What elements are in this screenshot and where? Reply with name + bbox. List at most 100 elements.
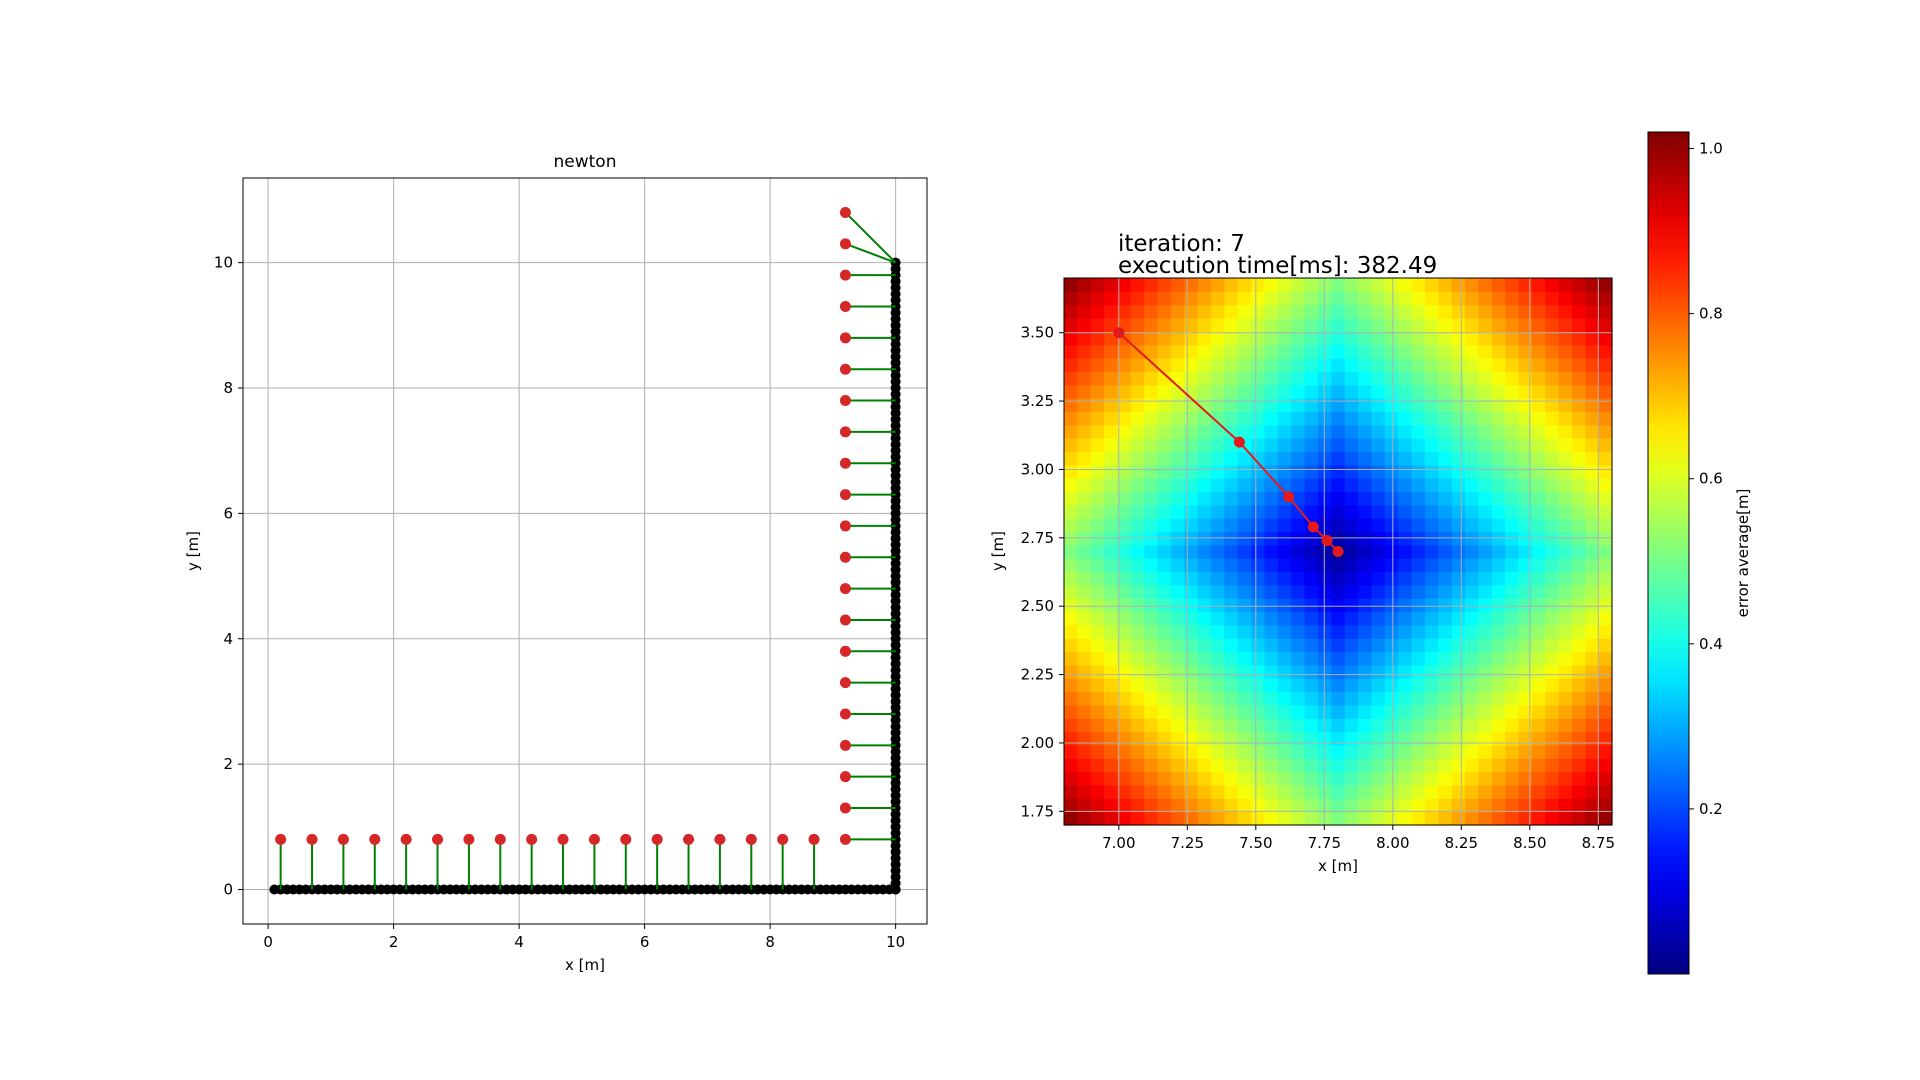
heatmap-cell: [1531, 331, 1546, 346]
heatmap-cell: [1571, 784, 1586, 799]
heatmap-cell: [1598, 384, 1613, 399]
heatmap-cell: [1064, 291, 1078, 306]
heatmap-cell: [1064, 358, 1078, 372]
heatmap-cell: [1251, 478, 1266, 493]
heatmap-cell: [1384, 531, 1399, 546]
heatmap-cell: [1451, 798, 1466, 813]
heatmap-cell: [1077, 398, 1092, 413]
heatmap-cell: [1104, 691, 1119, 706]
heatmap-cell: [1211, 478, 1225, 493]
heatmap-cell: [1571, 278, 1586, 292]
heatmap-cell: [1478, 358, 1493, 372]
heatmap-cell: [1224, 544, 1239, 559]
heatmap-cell: [1064, 638, 1078, 653]
heatmap-cell: [1411, 758, 1426, 773]
heatmap-cell: [1558, 438, 1573, 453]
heatmap-cell: [1478, 398, 1493, 413]
heatmap-cell: [1491, 531, 1506, 546]
heatmap-cell: [1264, 291, 1279, 306]
heatmap-cell: [1224, 478, 1239, 493]
heatmap-cell: [1491, 638, 1506, 653]
heatmap-cell: [1291, 478, 1306, 493]
heatmap-cell: [1157, 344, 1172, 359]
heatmap-cell: [1304, 784, 1319, 799]
heatmap-cell: [1478, 491, 1493, 506]
right-ylabel: y [m]: [989, 531, 1007, 571]
heatmap-cell: [1518, 584, 1533, 599]
heatmap-cell: [1317, 438, 1332, 453]
heatmap-cell: [1104, 718, 1119, 733]
heatmap-cell: [1291, 624, 1306, 639]
heatmap-cell: [1558, 384, 1573, 399]
heatmap-cell: [1077, 758, 1092, 773]
scan-point: [337, 833, 349, 845]
heatmap-cell: [1424, 571, 1439, 586]
heatmap-cell: [1144, 664, 1159, 679]
heatmap-cell: [1264, 811, 1279, 826]
heatmap-cell: [1090, 664, 1105, 679]
heatmap-cell: [1144, 704, 1159, 719]
heatmap-cell: [1438, 598, 1453, 613]
heatmap-cell: [1491, 384, 1506, 399]
heatmap-cell: [1104, 424, 1119, 439]
heatmap-cell: [1264, 318, 1279, 332]
heatmap-cell: [1531, 784, 1546, 799]
scan-point: [839, 583, 851, 595]
heatmap-cell: [1464, 758, 1479, 773]
heatmap-cell: [1224, 491, 1239, 506]
heatmap-cell: [1491, 598, 1506, 613]
heatmap-cell: [1424, 371, 1439, 386]
heatmap-cell: [1170, 638, 1185, 653]
heatmap-cell: [1331, 411, 1346, 426]
heatmap-cell: [1277, 438, 1292, 453]
heatmap-cell: [1464, 371, 1479, 386]
heatmap-cell: [1237, 544, 1252, 559]
heatmap-cell: [1424, 531, 1439, 546]
heatmap-cell: [1518, 558, 1533, 573]
heatmap-cell: [1157, 491, 1172, 506]
heatmap-cell: [1170, 518, 1185, 533]
heatmap-cell: [1424, 451, 1439, 466]
heatmap-cell: [1170, 758, 1185, 773]
left-ytick-label: 10: [214, 254, 233, 272]
heatmap-cell: [1585, 598, 1600, 613]
heatmap-cell: [1371, 518, 1386, 533]
heatmap-cell: [1184, 411, 1199, 426]
heatmap-cell: [1104, 344, 1119, 359]
heatmap-cell: [1451, 358, 1466, 372]
heatmap-cell: [1358, 678, 1373, 693]
heatmap-cell: [1518, 811, 1533, 826]
heatmap-cell: [1211, 464, 1225, 479]
heatmap-cell: [1398, 291, 1413, 306]
heatmap-cell: [1411, 358, 1426, 372]
heatmap-cell: [1157, 304, 1172, 319]
heatmap-cell: [1424, 718, 1439, 733]
heatmap-cell: [1317, 638, 1332, 653]
heatmap-cell: [1277, 744, 1292, 759]
heatmap-cell: [1505, 691, 1520, 706]
heatmap-cell: [1090, 531, 1105, 546]
trajectory-point: [1332, 546, 1344, 557]
heatmap-cell: [1117, 371, 1132, 386]
heatmap-cell: [1531, 798, 1546, 813]
heatmap-cell: [1064, 731, 1078, 746]
heatmap-cell: [1170, 451, 1185, 466]
heatmap-cell: [1264, 611, 1279, 626]
heatmap-cell: [1518, 691, 1533, 706]
heatmap-cell: [1170, 664, 1185, 679]
heatmap-cell: [1358, 611, 1373, 626]
heatmap-cell: [1558, 598, 1573, 613]
heatmap-cell: [1598, 464, 1613, 479]
heatmap-cell: [1331, 438, 1346, 453]
heatmap-cell: [1371, 384, 1386, 399]
heatmap-cell: [1585, 491, 1600, 506]
heatmap-cell: [1371, 504, 1386, 519]
heatmap-cell: [1331, 318, 1346, 332]
heatmap-cell: [1331, 478, 1346, 493]
heatmap-cell: [1224, 558, 1239, 573]
heatmap-cell: [1277, 811, 1292, 826]
heatmap-cell: [1344, 371, 1359, 386]
heatmap-cell: [1291, 318, 1306, 332]
heatmap-cell: [1117, 731, 1132, 746]
heatmap-cell: [1224, 451, 1239, 466]
